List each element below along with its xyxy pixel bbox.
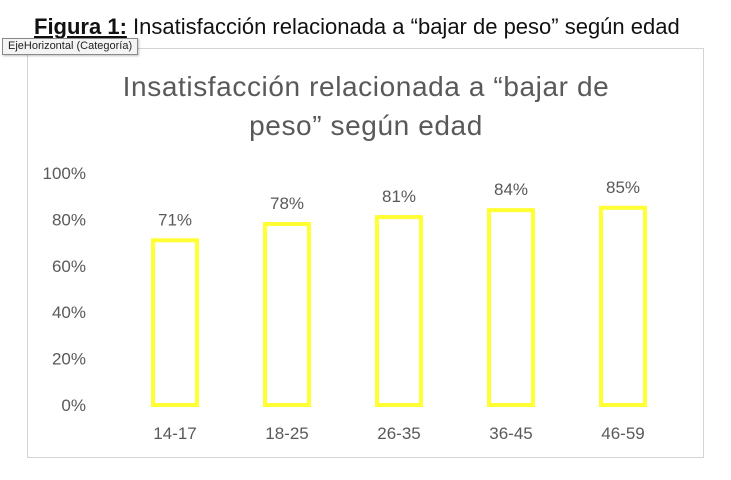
y-tick-label: 40%: [52, 303, 86, 322]
chart-title-line-2: peso” según edad: [249, 110, 483, 141]
x-tick-label: 14-17: [153, 424, 196, 443]
figure-caption: Figura 1: Insatisfacción relacionada a “…: [34, 14, 680, 40]
bar-26-35[interactable]: [375, 215, 423, 407]
axis-tooltip: EjeHorizontal (Categoría): [2, 38, 139, 55]
data-label: 71%: [158, 210, 192, 229]
bar-36-45[interactable]: [487, 208, 535, 407]
x-tick-label: 18-25: [265, 424, 308, 443]
y-tick-label: 0%: [61, 396, 86, 415]
bar-18-25[interactable]: [263, 222, 311, 407]
data-label: 78%: [270, 194, 304, 213]
bar-46-59[interactable]: [599, 205, 647, 407]
y-tick-label: 60%: [52, 257, 86, 276]
figure-caption-label: Figura 1:: [34, 14, 127, 39]
chart-area[interactable]: [27, 48, 704, 458]
bar-14-17[interactable]: [151, 238, 199, 407]
chart-title-line-1: Insatisfacción relacionada a “bajar de: [122, 71, 610, 102]
y-tick-label: 100%: [43, 164, 86, 183]
x-tick-label: 46-59: [601, 424, 644, 443]
data-label: 84%: [494, 180, 528, 199]
figure-caption-text: Insatisfacción relacionada a “bajar de p…: [126, 14, 680, 39]
x-tick-label: 26-35: [377, 424, 420, 443]
y-tick-label: 80%: [52, 210, 86, 229]
data-label: 85%: [606, 178, 640, 197]
x-tick-label: 36-45: [489, 424, 532, 443]
data-label: 81%: [382, 187, 416, 206]
y-tick-label: 20%: [52, 350, 86, 369]
